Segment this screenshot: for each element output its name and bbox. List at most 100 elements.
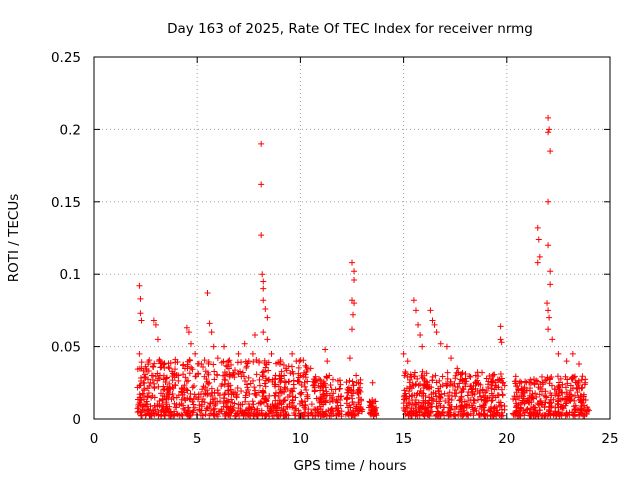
data-point-dense <box>234 385 241 392</box>
data-point-dense <box>317 396 324 403</box>
data-point-dense <box>434 408 441 415</box>
data-point-dense <box>451 390 458 397</box>
data-point-dense <box>156 397 163 404</box>
data-point-dense <box>513 403 520 410</box>
data-point-dense <box>547 396 554 403</box>
data-point <box>547 148 554 155</box>
data-point-dense <box>537 397 544 404</box>
data-point <box>400 350 407 357</box>
data-point <box>260 297 267 304</box>
data-point-dense <box>259 393 266 400</box>
data-point-dense <box>170 394 177 401</box>
data-point <box>350 311 357 318</box>
data-point <box>185 329 192 336</box>
data-point-dense <box>559 395 566 402</box>
data-point-dense <box>292 412 299 419</box>
data-point-dense <box>532 390 539 397</box>
data-point-dense <box>557 375 564 382</box>
data-point-dense <box>163 395 170 402</box>
data-point-dense <box>215 390 222 397</box>
data-point <box>419 343 426 350</box>
data-point-dense <box>138 377 145 384</box>
y-tick-label: 0.2 <box>60 122 81 138</box>
data-point-dense <box>227 403 234 410</box>
data-point-dense <box>402 370 409 377</box>
data-point-dense <box>539 379 546 386</box>
data-point <box>349 326 355 333</box>
data-point-dense <box>289 388 296 395</box>
data-point-dense <box>263 411 270 418</box>
y-axis-label: ROTI / TECUs <box>6 194 22 282</box>
data-point-dense <box>547 375 554 382</box>
data-point-dense <box>176 401 183 408</box>
data-point-dense <box>254 408 261 415</box>
data-point-dense <box>323 413 330 420</box>
data-point-dense <box>518 400 525 407</box>
y-tick-label: 0.25 <box>51 50 81 66</box>
data-point <box>241 340 248 347</box>
data-point-dense <box>258 407 265 414</box>
data-point <box>137 310 144 317</box>
data-point-dense <box>345 409 352 416</box>
data-point-dense <box>217 408 224 415</box>
data-point-dense <box>299 399 306 406</box>
data-point-dense <box>169 390 176 397</box>
data-point-dense <box>530 395 537 402</box>
data-point-dense <box>498 412 505 419</box>
data-point <box>150 317 157 324</box>
data-point-dense <box>425 409 432 416</box>
data-point-dense <box>512 412 519 419</box>
data-point-dense <box>488 397 495 404</box>
data-point-dense <box>419 389 426 396</box>
data-point-dense <box>512 380 519 387</box>
data-point-dense <box>302 362 309 369</box>
data-point-dense <box>579 373 586 380</box>
data-point-dense <box>255 400 262 407</box>
data-point-dense <box>289 399 296 406</box>
data-point-dense <box>433 403 440 410</box>
data-point-dense <box>285 378 292 385</box>
data-point-dense <box>497 370 504 377</box>
data-point-dense <box>581 402 588 409</box>
data-point-dense <box>141 380 148 387</box>
data-point-dense <box>535 401 542 408</box>
data-point <box>536 253 543 260</box>
data-point-dense <box>189 384 196 391</box>
data-point-dense <box>334 407 341 414</box>
data-point-dense <box>470 412 477 419</box>
data-point-dense <box>233 394 240 401</box>
data-point-dense <box>477 393 484 400</box>
data-point-dense <box>141 396 148 403</box>
data-point-dense <box>332 386 339 393</box>
data-point-dense <box>238 388 245 395</box>
data-point-dense <box>422 398 429 405</box>
data-point-dense <box>493 409 500 416</box>
data-point-dense <box>261 357 268 364</box>
data-point-dense <box>220 395 227 402</box>
data-point-dense <box>190 383 197 390</box>
data-point-dense <box>205 360 212 367</box>
data-point-dense <box>418 372 425 379</box>
data-point <box>249 350 256 357</box>
data-point-dense <box>497 399 504 406</box>
data-point-dense <box>327 407 334 414</box>
data-point-dense <box>223 362 230 369</box>
data-point-dense <box>432 390 439 397</box>
data-point-dense <box>348 412 355 419</box>
y-tick-label: 0.15 <box>51 195 81 211</box>
data-point-dense <box>329 376 336 383</box>
data-point-dense <box>577 393 584 400</box>
data-point-dense <box>292 405 299 412</box>
data-point-dense <box>219 380 226 387</box>
data-point-dense <box>518 405 525 412</box>
data-point-dense <box>538 373 545 380</box>
data-point-dense <box>276 372 283 379</box>
data-point-dense <box>455 408 462 415</box>
data-point-dense <box>342 411 349 418</box>
data-point-dense <box>142 363 149 370</box>
data-point-dense <box>253 371 260 378</box>
data-point-dense <box>173 372 180 379</box>
data-point-dense <box>402 408 409 415</box>
data-point-dense <box>414 390 421 397</box>
